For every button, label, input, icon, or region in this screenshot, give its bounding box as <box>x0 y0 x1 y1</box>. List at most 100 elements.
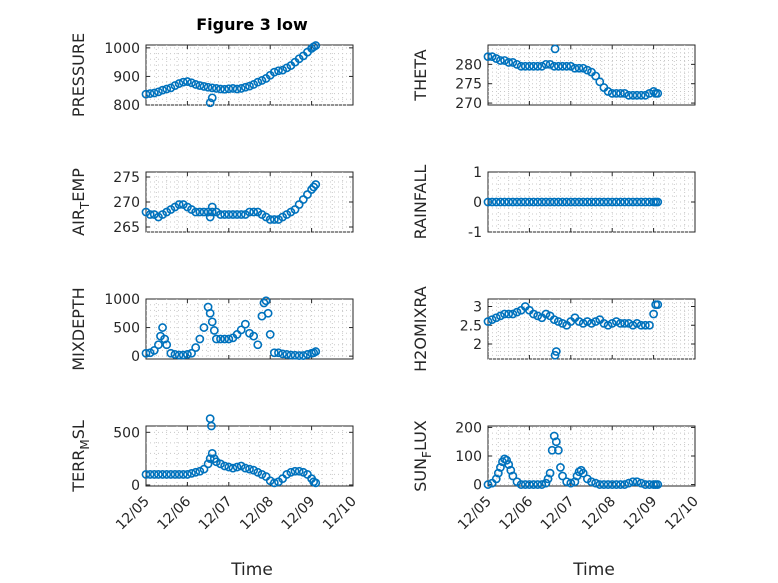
subplot-theta: 270 275 280 THETA <box>411 44 696 112</box>
y-tick-label: 270 <box>455 96 482 112</box>
data-point <box>162 470 172 479</box>
data-point <box>520 197 530 207</box>
data-point <box>558 61 567 71</box>
data-point <box>158 470 167 479</box>
data-point <box>240 319 250 329</box>
y-tick-label: 500 <box>113 425 140 441</box>
data-point <box>240 82 250 92</box>
data-point <box>603 320 613 330</box>
data-point <box>249 465 259 475</box>
data-point <box>145 210 155 219</box>
data-point <box>207 83 217 93</box>
data-point <box>483 480 493 489</box>
data-point <box>566 478 576 488</box>
data-point <box>520 61 530 71</box>
data-point <box>216 210 225 219</box>
data-point <box>553 61 563 71</box>
data-point <box>154 87 163 97</box>
data-point <box>640 90 650 100</box>
data-point <box>541 59 551 69</box>
data-point <box>549 197 559 207</box>
data-point <box>232 210 242 219</box>
data-point <box>611 197 621 207</box>
data-point <box>158 323 167 332</box>
y-tick-label: 800 <box>113 98 140 114</box>
data-point <box>553 197 563 207</box>
y-tick-label: 270 <box>113 195 140 211</box>
data-point <box>207 448 217 458</box>
data-point <box>178 470 188 479</box>
data-point <box>591 478 601 488</box>
data-point <box>566 197 576 207</box>
data-point <box>205 308 215 318</box>
data-point <box>500 309 509 319</box>
data-point <box>253 467 263 477</box>
data-point <box>570 63 580 73</box>
data-point <box>574 63 584 73</box>
data-point <box>282 350 292 359</box>
data-point <box>558 471 567 481</box>
data-point <box>261 296 271 306</box>
data-point <box>245 464 254 474</box>
data-point <box>298 467 308 477</box>
data-point <box>195 81 205 90</box>
data-point <box>525 480 534 489</box>
data-point <box>195 207 205 217</box>
data-point <box>174 470 184 479</box>
data-point <box>616 480 625 489</box>
y-tick-label: 275 <box>113 170 140 186</box>
subplot-h2omixra: 2 2.5 3 H2OMIXRA <box>411 286 696 372</box>
data-point <box>653 300 663 310</box>
data-point <box>595 480 605 489</box>
data-point <box>595 77 605 87</box>
y-tick-label: 200 <box>455 420 482 436</box>
data-point <box>578 318 588 328</box>
data-point <box>545 59 555 69</box>
data-point <box>182 77 192 86</box>
data-point <box>265 476 275 486</box>
data-point <box>149 470 159 479</box>
data-point <box>603 480 613 489</box>
data-point <box>309 182 319 192</box>
data-point <box>232 462 242 472</box>
data-point <box>620 480 630 489</box>
subplot-mixdepth: 0 500 1000 MIXDEPTH <box>69 287 354 371</box>
data-point <box>632 318 642 328</box>
data-point <box>199 464 209 474</box>
data-point <box>166 348 176 358</box>
y-axis-label: THETA <box>411 49 430 101</box>
data-point <box>205 98 215 108</box>
data-point <box>624 90 634 100</box>
data-point <box>599 197 609 207</box>
data-point <box>216 334 225 344</box>
data-point <box>616 318 625 328</box>
y-axis-label: MIXDEPTH <box>69 287 88 370</box>
data-point <box>553 317 563 326</box>
data-point <box>496 197 505 207</box>
data-point <box>483 197 493 207</box>
data-point <box>529 61 538 71</box>
data-point <box>595 197 605 207</box>
data-point <box>566 61 576 71</box>
y-tick-label: 100 <box>455 449 482 465</box>
data-point <box>620 197 630 207</box>
data-point <box>178 350 188 360</box>
data-point <box>290 350 300 360</box>
data-point <box>174 350 184 360</box>
data-point <box>558 318 567 328</box>
data-point <box>578 468 588 478</box>
data-point <box>269 348 279 358</box>
data-point <box>636 197 646 207</box>
data-point <box>607 480 617 489</box>
data-point <box>508 471 518 481</box>
y-tick-label: 2 <box>473 337 482 353</box>
x-axis-label-left: Time <box>230 560 273 580</box>
data-point <box>533 197 543 207</box>
y-tick-label: 275 <box>455 77 482 93</box>
data-point <box>170 350 180 359</box>
data-point <box>649 87 658 96</box>
data-point <box>500 197 509 207</box>
y-tick-label: 0 <box>131 478 140 494</box>
data-point <box>541 309 551 319</box>
data-point <box>640 197 650 207</box>
